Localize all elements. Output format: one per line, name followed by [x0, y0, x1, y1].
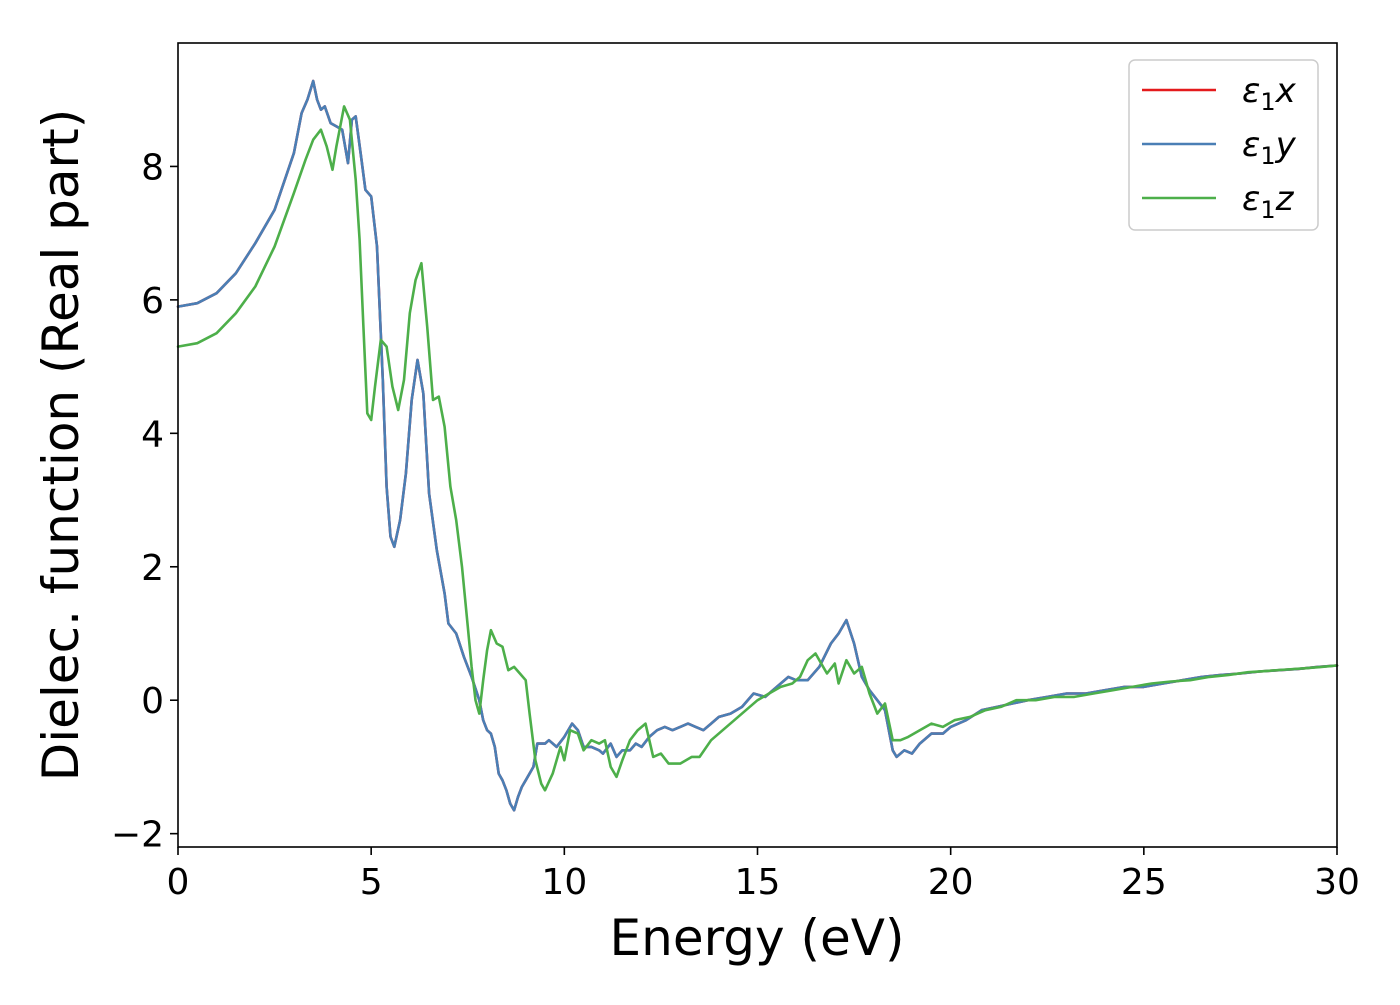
x-tick-label: 20	[928, 862, 974, 903]
x-tick-label: 0	[167, 862, 190, 903]
x-axis: 0 5 10 15 20 25 30	[167, 847, 1360, 903]
x-tick-label: 5	[360, 862, 383, 903]
series-line-z	[176, 105, 1339, 792]
series-line-y	[176, 79, 1339, 812]
x-tick-label: 30	[1314, 862, 1360, 903]
x-tick-label: 25	[1121, 862, 1167, 903]
y-tick-label: −2	[111, 815, 164, 856]
y-tick-label: 2	[141, 548, 164, 589]
x-tick-label: 15	[735, 862, 781, 903]
y-axis-label: Dielec. function (Real part)	[32, 109, 90, 781]
x-axis-label: Energy (eV)	[610, 909, 905, 967]
legend-label-z: ε1z	[1242, 179, 1295, 224]
legend-label-x: ε1x	[1242, 71, 1297, 116]
y-tick-label: 0	[141, 681, 164, 722]
x-tick-label: 10	[541, 862, 587, 903]
legend: ε1x ε1y ε1z	[1128, 59, 1319, 231]
legend-box	[1128, 59, 1319, 231]
y-tick-label: 4	[141, 414, 164, 455]
y-tick-label: 6	[141, 281, 164, 322]
series-layer	[176, 79, 1339, 812]
y-axis: −2 0 2 4 6 8	[111, 147, 178, 856]
y-tick-label: 8	[141, 147, 164, 188]
legend-label-y: ε1y	[1242, 125, 1297, 170]
